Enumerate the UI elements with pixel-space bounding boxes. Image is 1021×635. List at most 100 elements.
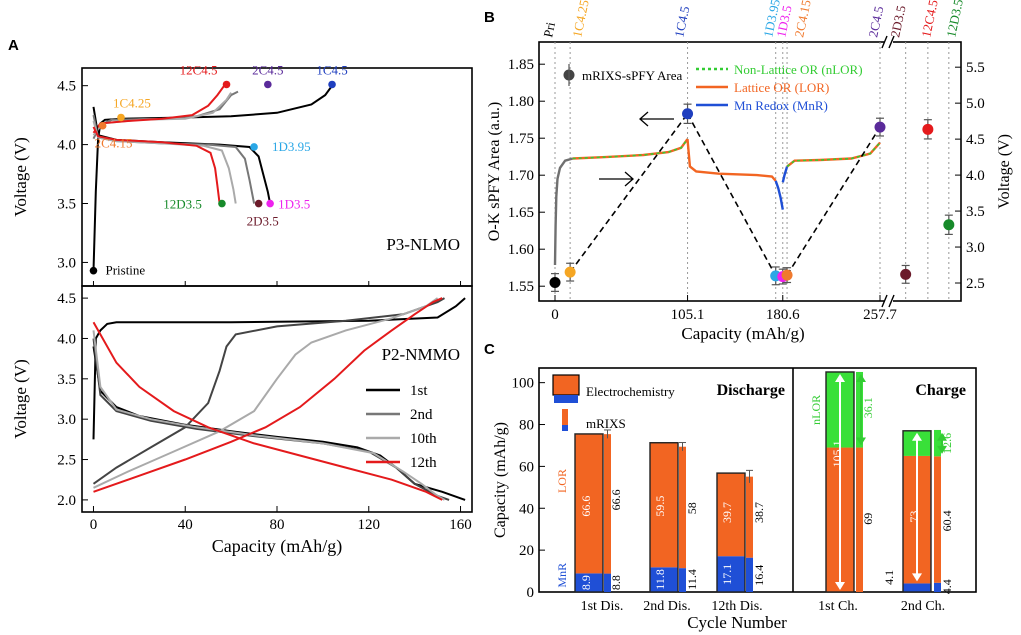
label-mr-lor-3: 69 xyxy=(861,513,875,525)
marker-2C4.5 xyxy=(264,80,272,89)
marker-2C4.15 xyxy=(98,121,107,130)
y-tick-label: 4.5 xyxy=(57,79,76,95)
bar-ec-outline-1st Dis. xyxy=(574,433,604,593)
y-right-tick-label: 4.5 xyxy=(966,132,985,148)
section-title-charge: Charge xyxy=(915,382,966,399)
x-tick-label: 80 xyxy=(270,517,285,533)
label-mr-lor-2: 38.7 xyxy=(752,502,766,523)
plot-frame xyxy=(538,367,977,593)
x-category-2nd Dis.: 2nd Dis. xyxy=(643,599,690,614)
bar-mrixs-lor-2nd Dis. xyxy=(679,446,686,569)
label-mr-mnr-4: 4.4 xyxy=(940,579,954,594)
curve-10th-discharge xyxy=(92,120,237,204)
x-category-1st Ch.: 1st Ch. xyxy=(818,599,858,614)
marker-12D3.5 xyxy=(218,199,226,208)
y-axis-label: O-K sPFY Area (a.u.) xyxy=(486,102,503,241)
curve-12th-dis xyxy=(92,321,443,501)
legend-label-0: Non-Lattice OR (nLOR) xyxy=(734,62,863,77)
y-right-tick-label: 4.0 xyxy=(966,168,985,184)
bar-ec-outline-12th Dis. xyxy=(716,472,746,593)
legend-swatch-ec xyxy=(552,374,580,396)
marker-label-2C4.15: 2C4.15 xyxy=(95,136,133,151)
bar-mrixs-mnr-12th Dis. xyxy=(746,557,753,592)
y-tick-label: 20 xyxy=(519,543,534,559)
marker-12C4.5 xyxy=(222,80,231,89)
x-tick-label: 0 xyxy=(551,307,559,323)
y-tick-label: 2.0 xyxy=(57,493,76,509)
voltage-lor-discharge xyxy=(686,138,777,182)
top-label-1C4.5: 1C4.5 xyxy=(671,5,692,39)
legend-label-ec: Electrochemistry xyxy=(586,384,675,399)
point-2C4.15 xyxy=(781,269,793,281)
legend-label-mrixs: mRIXS xyxy=(586,416,626,431)
x-tick-label: 0 xyxy=(90,517,98,533)
side-label-nlor: nLOR xyxy=(809,395,823,425)
voltage-lor-charge2 xyxy=(786,141,881,168)
voltage-lor-charge xyxy=(572,138,689,160)
arrow-mr-nlor-2nd-ch-head-down-icon xyxy=(937,445,947,454)
marker-label-12C4.5: 12C4.5 xyxy=(180,62,218,77)
point-2D3.5 xyxy=(900,268,912,280)
top-label-12D3.5: 12D3.5 xyxy=(943,0,966,39)
x-tick-label: 40 xyxy=(178,517,193,533)
arrow-right-icon xyxy=(599,171,634,187)
y-right-tick-label: 3.5 xyxy=(966,204,985,220)
label-ec-lor-2: 39.7 xyxy=(720,502,734,523)
marker-label-2C4.5: 2C4.5 xyxy=(252,62,283,77)
marker-label-1D3.95: 1D3.95 xyxy=(272,139,311,154)
marker-1D3.95 xyxy=(250,143,258,151)
label-mr-mnr-1: 11.4 xyxy=(685,569,699,590)
top-label-12C4.5: 12C4.5 xyxy=(918,0,941,39)
legend-swatch-mrixs-mnr xyxy=(562,425,568,431)
y-tick-label: 1.80 xyxy=(508,94,534,110)
marker-Pristine xyxy=(89,266,98,275)
point-2C4.5 xyxy=(874,121,886,133)
y-tick-label: 3.0 xyxy=(57,412,76,428)
label-mr-nlor-3: 36.1 xyxy=(861,397,875,418)
panel-tag: P2-NMMO xyxy=(382,345,460,364)
axis-break-mark xyxy=(881,35,888,49)
bar-mrixs-lor-2nd Ch. xyxy=(934,456,941,583)
axis-break-mark xyxy=(888,35,895,49)
bar-mrixs-nlor-1st Ch. xyxy=(856,371,863,448)
y-tick-label: 1.85 xyxy=(508,57,534,73)
y-tick-label: 3.0 xyxy=(57,255,76,271)
label-mr-mnr-2: 16.4 xyxy=(752,565,766,586)
bar-mrixs-lor-12th Dis. xyxy=(746,476,753,558)
marker-label-1C4.25: 1C4.25 xyxy=(113,95,151,110)
label-mr-lor-1: 58 xyxy=(685,502,699,514)
panel-c-label: C xyxy=(484,341,495,358)
y-tick-label: 1.55 xyxy=(508,279,534,295)
x-tick-label: 105.1 xyxy=(671,307,705,323)
y-right-tick-label: 5.5 xyxy=(966,60,985,76)
bar-ec-mnr-12th Dis. xyxy=(717,556,745,592)
section-title-discharge: Discharge xyxy=(717,382,785,399)
point-12D3.5 xyxy=(943,219,955,231)
chart-a-bottom: 2.0 2.5 3.0 3.5 4.0 4.5 0 40 80 120 160 P2-NMMO 1st 2… xyxy=(11,285,473,557)
x-axis-label: Capacity (mAh/g) xyxy=(681,324,804,343)
bar-ec-mnr-1st Dis. xyxy=(575,573,603,592)
label-ec-lor-4: 73 xyxy=(907,511,921,523)
marker-2D3.5 xyxy=(254,199,263,208)
voltage-nlor-charge2 xyxy=(786,142,881,168)
marker-1D3.5 xyxy=(266,199,274,208)
y-tick-label: 4.0 xyxy=(57,331,76,347)
label-mr-mnr-0: 8.8 xyxy=(609,575,623,590)
bar-ec-outline-1st Ch. xyxy=(825,371,855,593)
connector-2C4.15-2C4.5 xyxy=(786,126,881,276)
y-right-tick-label: 2.5 xyxy=(966,276,985,292)
point-1C4.25 xyxy=(564,266,576,278)
connector-1C4.5-1D3.95 xyxy=(686,113,777,277)
y-right-axis-label: Voltage (V) xyxy=(996,134,1013,209)
bar-ec-outline-2nd Ch. xyxy=(902,430,932,593)
bar-ec-mnr-2nd Ch. xyxy=(903,583,931,592)
legend-swatch-ec-mnr xyxy=(554,395,578,403)
axis-break-mark xyxy=(881,294,888,308)
y-right-tick-label: 5.0 xyxy=(966,96,985,112)
top-label-1C4.25: 1C4.25 xyxy=(569,0,592,39)
x-tick-label: 257.7 xyxy=(863,307,897,323)
curve-10th-dis xyxy=(92,330,446,501)
arrow-mr-nlor-2nd-ch-head-up-icon xyxy=(937,432,947,441)
y-tick-label: 3.5 xyxy=(57,197,76,213)
x-category-2nd Ch.: 2nd Ch. xyxy=(901,599,945,614)
